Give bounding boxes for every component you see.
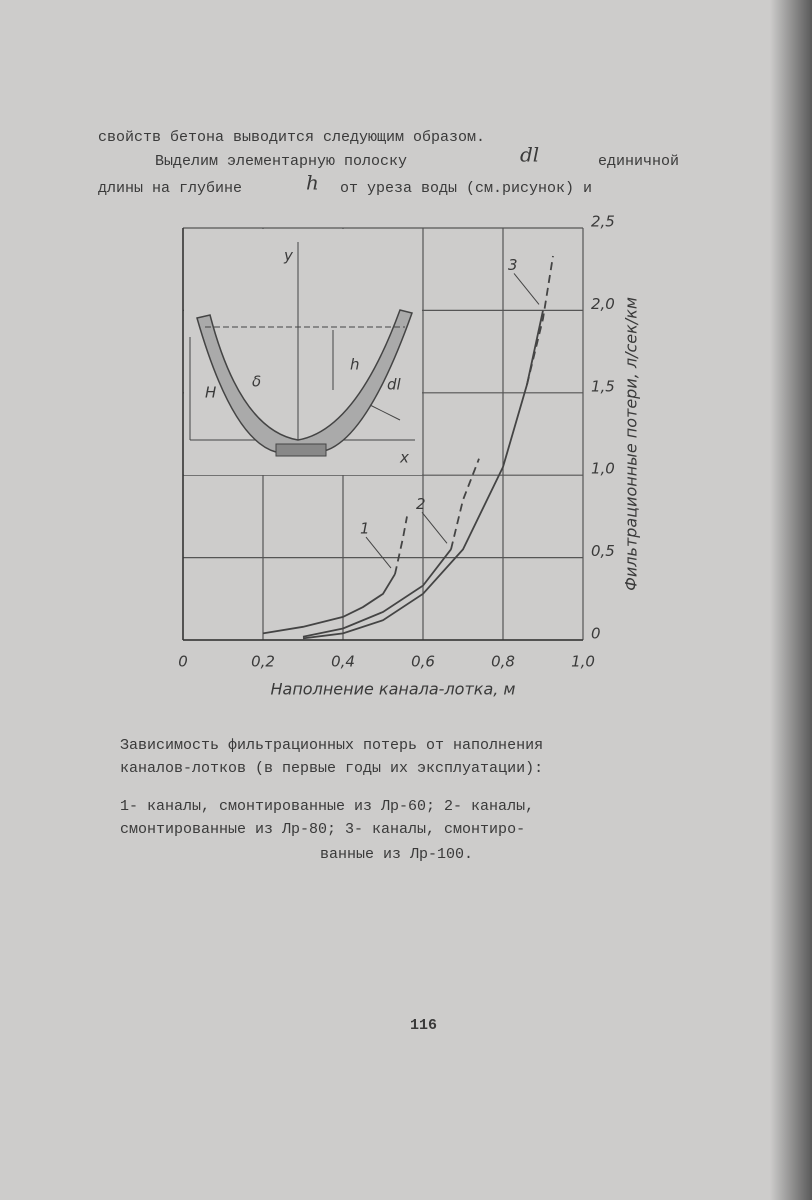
x-axis-label: Наполнение канала-лотка, м xyxy=(271,680,516,699)
symbol: h xyxy=(306,171,319,195)
symbol: dl xyxy=(520,143,539,167)
channel-wall xyxy=(196,309,413,453)
curve-label: 2 xyxy=(416,495,426,513)
x-tick-label: 0,4 xyxy=(331,653,355,671)
leader xyxy=(365,536,392,569)
caption-line: каналов-лотков (в первые годы их эксплуа… xyxy=(120,760,543,777)
caption-line: ванные из Лр-100. xyxy=(320,846,473,863)
caption-line: смонтированные из Лр-80; 3- каналы, смон… xyxy=(120,821,525,838)
text-line: единичной xyxy=(598,153,679,170)
diagram-label: y xyxy=(283,247,294,265)
diagram-label: h xyxy=(350,356,360,374)
caption-line: Зависимость фильтрационных потерь от нап… xyxy=(120,737,543,754)
leader xyxy=(421,512,448,544)
page-number: 116 xyxy=(410,1017,437,1034)
dimension xyxy=(369,404,401,421)
x-tick-label: 0,2 xyxy=(251,653,275,671)
diagram-label: x xyxy=(399,449,409,467)
page-edge xyxy=(770,0,812,1200)
curve xyxy=(302,548,452,638)
y-tick-label: 2,0 xyxy=(591,295,615,313)
x-tick-label: 0,8 xyxy=(491,653,515,671)
curve xyxy=(450,458,480,550)
diagram-label: δ xyxy=(252,373,261,391)
curve xyxy=(302,310,544,640)
x-tick-label: 1,0 xyxy=(571,653,595,671)
curve-label: 1 xyxy=(360,520,370,538)
text-line: свойств бетона выводится следующим образ… xyxy=(98,129,485,146)
curve-label: 3 xyxy=(508,256,518,274)
y-tick-label: 0 xyxy=(591,625,601,643)
diagram-label: H xyxy=(205,384,216,402)
x-tick-label: 0,6 xyxy=(411,653,435,671)
diagram-label: dl xyxy=(387,376,402,394)
y-axis-label: Фильтрационные потери, л/сек/км xyxy=(622,297,641,591)
y-tick-label: 2,5 xyxy=(591,213,615,231)
chart: 0 0,2 0,4 0,6 0,8 1,0 0 0,5 1,0 1,5 2,0 2,5 Наполнен… xyxy=(178,213,640,699)
curve xyxy=(394,516,408,575)
curve xyxy=(526,255,554,385)
text-line: Выделим элементарную полоску xyxy=(155,153,407,170)
y-tick-label: 0,5 xyxy=(591,542,615,560)
channel-base xyxy=(275,443,327,457)
curve xyxy=(262,573,396,635)
leader xyxy=(513,273,540,305)
y-tick-label: 1,5 xyxy=(591,377,615,395)
text-line: длины на глубине xyxy=(98,180,242,197)
text-line: от уреза воды (см.рисунок) и xyxy=(340,180,592,197)
y-tick-label: 1,0 xyxy=(591,460,615,478)
x-tick-label: 0 xyxy=(178,653,188,671)
caption-line: 1- каналы, смонтированные из Лр-60; 2- к… xyxy=(120,798,534,815)
